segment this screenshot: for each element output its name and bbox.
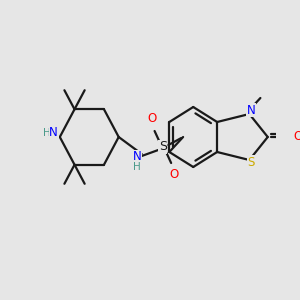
Text: N: N	[49, 127, 58, 140]
Text: H: H	[43, 128, 51, 138]
Text: O: O	[147, 112, 156, 125]
Text: S: S	[159, 140, 167, 154]
Text: O: O	[169, 169, 178, 182]
Text: O: O	[293, 130, 300, 143]
Text: H: H	[133, 162, 141, 172]
Text: N: N	[133, 151, 142, 164]
Text: S: S	[248, 155, 255, 169]
Text: N: N	[247, 103, 256, 116]
